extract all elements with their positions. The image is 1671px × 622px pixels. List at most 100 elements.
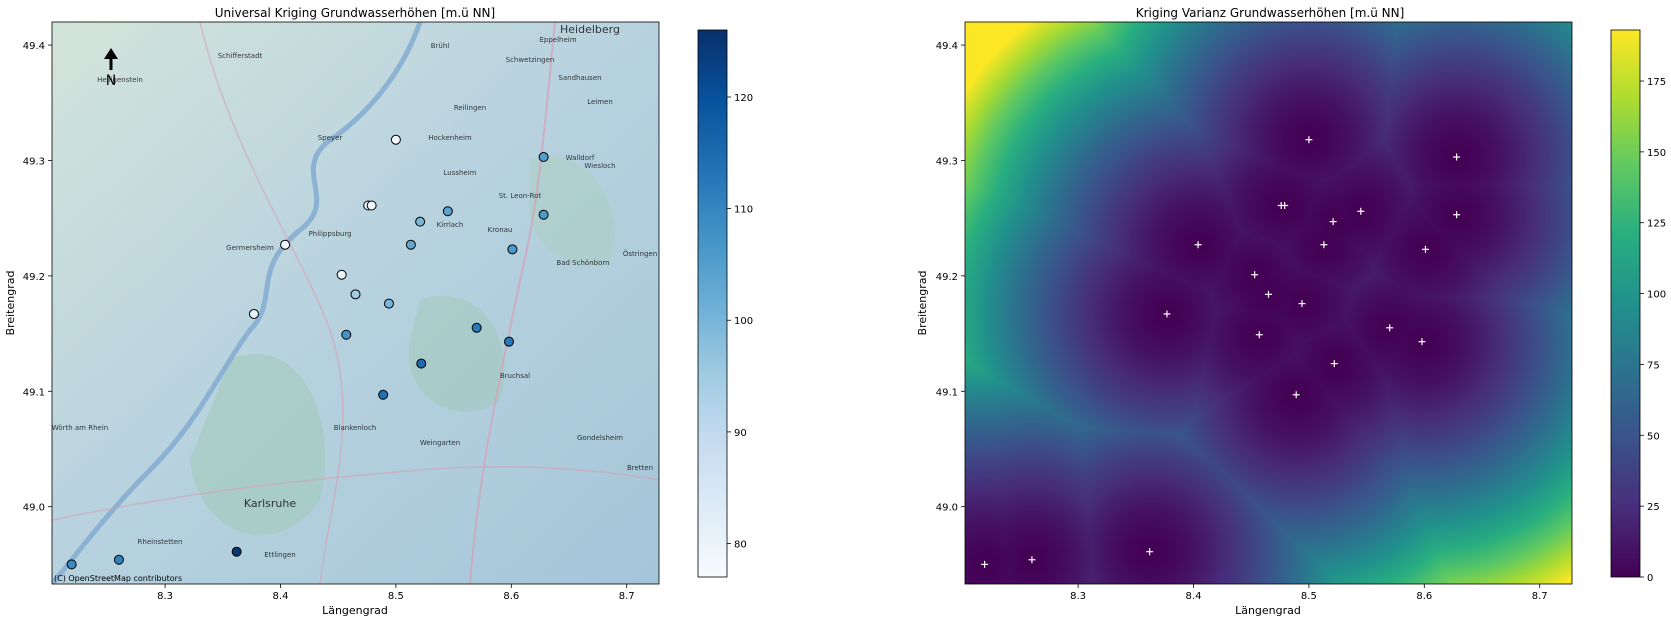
well-point	[350, 289, 361, 300]
x-tick-label: 8.6	[503, 591, 519, 602]
colorbar-tick-label: 175	[1647, 77, 1666, 88]
x-tick-label: 8.5	[1301, 591, 1317, 602]
colorbar-tick-label: 100	[734, 316, 753, 327]
well-marker	[1305, 136, 1313, 144]
well-marker	[1255, 331, 1263, 339]
map-place-label: Gondelsheim	[577, 434, 623, 442]
left-y-axis-label: Breitengrad	[4, 271, 17, 336]
well-marker	[1163, 310, 1171, 318]
well-marker	[1298, 300, 1306, 308]
map-place-label: Wiesloch	[584, 162, 615, 170]
left-y-axis: 49.0 49.1 49.2 49.3 49.4	[23, 41, 52, 514]
well-marker	[1386, 324, 1394, 332]
x-tick-label: 8.7	[1532, 591, 1548, 602]
map-place-label: Speyer	[318, 134, 343, 142]
well-marker	[1320, 241, 1328, 249]
well-marker	[1330, 360, 1338, 368]
right-chart-title: Kriging Varianz Grundwasserhöhen [m.ü NN…	[1136, 6, 1405, 20]
well-point	[383, 298, 394, 309]
map-place-label: Walldorf	[566, 154, 595, 162]
map-place-label: Eppelheim	[539, 36, 576, 44]
map-place-label: Weingarten	[420, 439, 460, 447]
well-marker	[1251, 271, 1259, 279]
map-place-label: Östringen	[623, 249, 657, 258]
map-place-label: Bad Schönborn	[556, 259, 609, 267]
right-x-axis-label: Längengrad	[1235, 604, 1301, 617]
well-marker	[1329, 218, 1337, 226]
map-place-label: Germersheim	[226, 244, 274, 252]
well-marker	[1281, 201, 1289, 209]
map-place-label: Reilingen	[454, 104, 486, 112]
x-tick-label: 8.5	[388, 591, 404, 602]
well-point	[538, 209, 549, 220]
well-point	[415, 216, 426, 227]
left-axes-frame	[51, 21, 660, 585]
road	[199, 22, 344, 584]
well-point	[442, 206, 453, 217]
map-place-label: Wörth am Rhein	[52, 424, 108, 432]
colorbar-tick-label: 25	[1647, 502, 1660, 513]
map-place-label: Leimen	[587, 98, 613, 106]
well-point	[503, 336, 514, 347]
left-colorbar	[697, 29, 728, 578]
y-tick-label: 49.1	[936, 387, 958, 398]
well-marker	[1194, 241, 1202, 249]
map-place-label: Sandhausen	[558, 74, 601, 82]
map-attribution: (C) OpenStreetMap contributors	[54, 574, 182, 583]
well-marker	[1453, 211, 1461, 219]
well-point	[66, 559, 77, 570]
colorbar-tick-label: 120	[734, 93, 753, 104]
road	[469, 22, 556, 584]
well-point	[416, 358, 427, 369]
x-tick-label: 8.4	[273, 591, 289, 602]
well-marker	[1421, 245, 1429, 253]
road	[52, 466, 659, 521]
map-place-label: Brühl	[431, 42, 450, 50]
well-point	[280, 239, 291, 250]
map-place-label: Lussheim	[443, 169, 476, 177]
north-arrow-label: N	[106, 73, 116, 89]
colorbar-tick-label: 90	[734, 428, 747, 439]
y-tick-label: 49.4	[23, 41, 45, 52]
well-marker	[1357, 207, 1365, 215]
left-chart-title: Universal Kriging Grundwasserhöhen [m.ü …	[215, 6, 495, 20]
well-marker	[1453, 153, 1461, 161]
map-place-label: St. Leon-Rot	[499, 192, 542, 200]
colorbar-tick-label: 0	[1647, 573, 1653, 584]
colorbar-tick-label: 125	[1647, 219, 1666, 230]
well-point	[231, 546, 242, 557]
x-tick-label: 8.3	[1070, 591, 1086, 602]
map-place-label: Heiligenstein	[97, 76, 143, 84]
y-tick-label: 49.2	[936, 272, 958, 283]
y-tick-label: 49.0	[23, 503, 45, 514]
colorbar-tick-label: 50	[1647, 431, 1660, 442]
colorbar-tick-label: 150	[1647, 148, 1666, 159]
well-marker	[981, 560, 989, 568]
x-tick-label: 8.6	[1416, 591, 1432, 602]
well-points	[66, 134, 549, 570]
well-point	[341, 329, 352, 340]
x-tick-label: 8.7	[619, 591, 635, 602]
right-colorbar-axis: 0 25 50 75 100 125 150 175	[1640, 77, 1666, 584]
map-place-label: Philippsburg	[308, 230, 351, 238]
map-place-label: Kronau	[488, 226, 513, 234]
forest-area	[408, 295, 505, 412]
y-tick-label: 49.3	[23, 156, 45, 167]
right-x-axis: 8.3 8.4 8.5 8.6 8.7	[1070, 584, 1548, 602]
y-tick-label: 49.0	[936, 503, 958, 514]
colorbar-tick-label: 75	[1647, 360, 1660, 371]
well-point	[336, 269, 347, 280]
well-marker	[1292, 391, 1300, 399]
well-point	[405, 239, 416, 250]
variance-heatmap-host	[965, 22, 1572, 584]
well-marker	[1265, 290, 1272, 298]
well-point	[113, 554, 124, 565]
x-tick-label: 8.3	[157, 591, 173, 602]
map-place-label: Bruchsal	[500, 372, 530, 380]
y-tick-label: 49.4	[936, 41, 958, 52]
right-axes-frame	[964, 21, 1573, 585]
well-point	[248, 308, 259, 319]
colorbar-tick-label: 80	[734, 540, 747, 551]
